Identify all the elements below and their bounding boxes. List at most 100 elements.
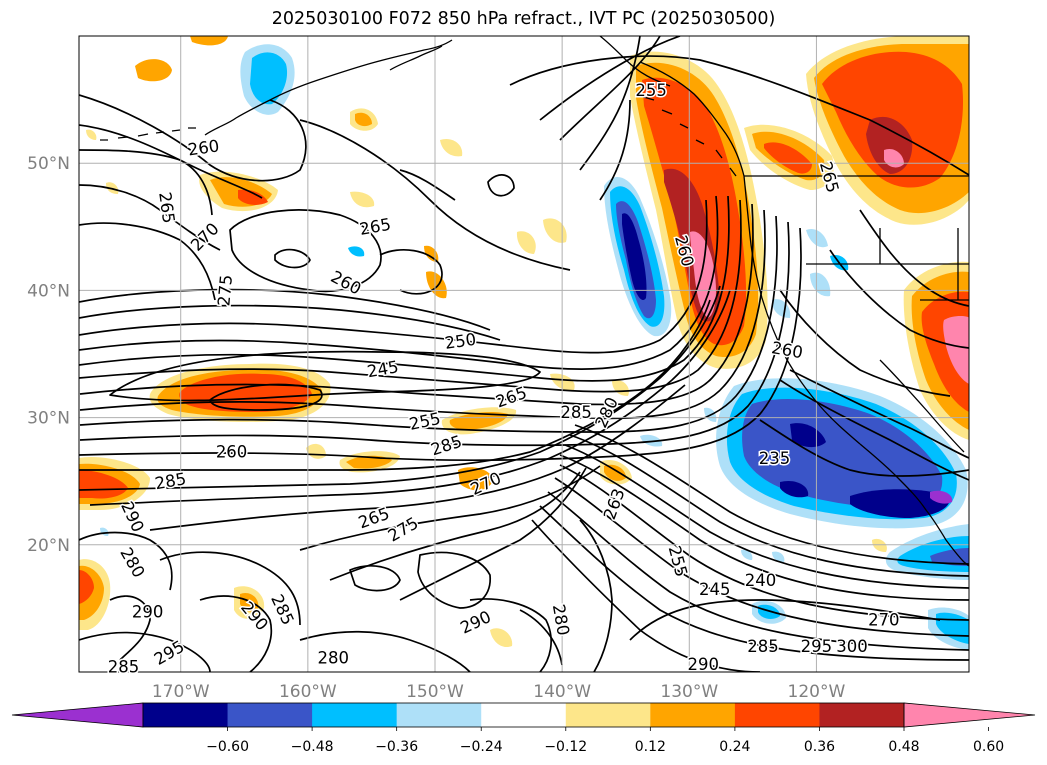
- shade-pink: [690, 231, 716, 318]
- refractivity-contours: [79, 36, 969, 672]
- map-gridlines: [79, 36, 969, 672]
- contour-line: [779, 289, 951, 397]
- coastline-baja: [859, 443, 947, 541]
- shade-lightyellow: [543, 218, 567, 243]
- contour-label: 265: [358, 215, 392, 239]
- contour-label: 280: [318, 649, 350, 668]
- contour-line: [79, 288, 491, 331]
- shade-lightblue: [741, 549, 753, 560]
- contour-line: [79, 124, 263, 199]
- contour-line: [487, 174, 515, 197]
- colorbar-extend-low: [11, 702, 144, 728]
- contour-line: [554, 477, 969, 637]
- shade-skyblue: [250, 52, 288, 105]
- contour-line: [109, 595, 151, 661]
- contour-label: 285: [108, 657, 140, 676]
- latitude-tick-labels: 20°N 30°N 40°N 50°N: [27, 154, 70, 556]
- colorbar-tick-label: 0.48: [888, 739, 919, 755]
- colorbar-tick-label: −0.48: [291, 739, 334, 755]
- contour-line: [149, 384, 686, 531]
- contour-line: [539, 36, 681, 121]
- lon-tick-label: 130°W: [660, 682, 718, 702]
- contour-label: 265: [155, 191, 178, 225]
- contour-line: [199, 595, 273, 672]
- lat-tick-label: 40°N: [27, 281, 70, 301]
- shade-navy: [780, 480, 809, 498]
- ivt-pc-shading: [79, 36, 969, 650]
- contour-line: [379, 248, 443, 295]
- shade-lightyellow: [86, 129, 97, 140]
- coastlines: [100, 36, 969, 567]
- contour-line: [559, 454, 969, 601]
- contour-line: [469, 598, 552, 672]
- contour-line: [79, 195, 730, 382]
- lon-tick-label: 140°W: [533, 682, 591, 702]
- coastline-pacific-nw: [743, 175, 861, 445]
- lon-tick-label: 170°W: [152, 682, 210, 702]
- contour-line: [79, 222, 216, 301]
- colorbar-bin: [312, 703, 398, 727]
- contour-line: [789, 369, 969, 459]
- shade-orange: [355, 112, 372, 127]
- contour-line: [629, 599, 941, 641]
- contour-label: 285: [560, 403, 592, 422]
- contour-line: [79, 184, 221, 251]
- contour-label: 245: [699, 580, 731, 599]
- contour-line: [417, 551, 491, 609]
- contour-line: [559, 464, 969, 621]
- colorbar-tick-label: −0.12: [544, 739, 587, 755]
- coastline-bc: [639, 61, 745, 177]
- lon-tick-label: 160°W: [279, 682, 337, 702]
- shade-lightblue: [806, 228, 828, 248]
- contour-label: 235: [759, 449, 791, 468]
- contour-line: [579, 36, 641, 171]
- shade-lightyellow: [440, 138, 463, 157]
- figure-title: 2025030100 F072 850 hPa refract., IVT PC…: [271, 9, 776, 29]
- colorbar-bin: [396, 703, 482, 727]
- shade-orange: [190, 36, 228, 46]
- contour-line: [89, 289, 731, 506]
- colorbar-tick-label: 0.36: [804, 739, 835, 755]
- shade-navy: [622, 213, 647, 300]
- contour-line: [79, 299, 711, 471]
- contour-line: [79, 94, 307, 182]
- contour-line: [859, 209, 969, 307]
- shade-orange: [240, 592, 259, 612]
- contour-line: [274, 248, 311, 269]
- shade-lightyellow: [490, 628, 513, 648]
- contour-line: [829, 249, 969, 349]
- contour-line: [779, 379, 969, 481]
- contour-line: [79, 203, 754, 406]
- shade-navy: [790, 423, 826, 448]
- contour-line: [299, 119, 571, 271]
- contour-line: [599, 99, 631, 201]
- contour-label: 255: [635, 81, 667, 100]
- contour-line: [531, 519, 761, 672]
- colorbar-bin: [819, 703, 905, 727]
- contour-line: [547, 491, 969, 651]
- contour-line: [399, 467, 587, 601]
- coastline-mexico: [945, 539, 969, 567]
- colorbar-bin: [227, 703, 313, 727]
- shade-purple: [930, 490, 953, 504]
- shade-orange: [458, 467, 494, 491]
- colorbar-bin: [734, 703, 820, 727]
- contour-line: [229, 209, 382, 293]
- contour-line: [564, 444, 969, 589]
- contour-label: 275: [214, 274, 236, 307]
- shade-skyblue: [348, 246, 365, 257]
- contour-line: [79, 304, 501, 341]
- shade-lightyellow: [516, 231, 536, 254]
- contour-line: [79, 285, 721, 491]
- map-frame: [78, 35, 970, 673]
- contour-line: [79, 199, 742, 393]
- shade-lightblue: [640, 434, 663, 447]
- contour-line: [79, 199, 708, 354]
- contour-line: [759, 419, 969, 477]
- shade-orange: [135, 59, 172, 82]
- shade-orange: [604, 464, 626, 481]
- contour-label: 290: [132, 603, 164, 622]
- colorbar-bin: [143, 703, 229, 727]
